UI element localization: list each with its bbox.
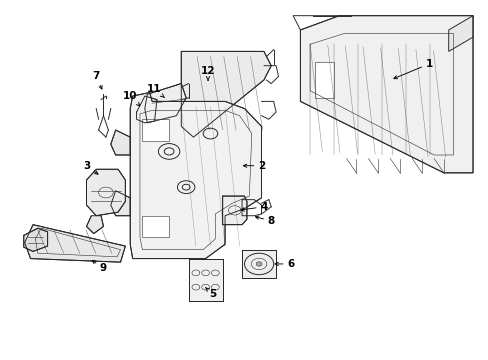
Circle shape xyxy=(182,184,190,190)
Polygon shape xyxy=(142,119,169,141)
Polygon shape xyxy=(448,16,472,51)
Polygon shape xyxy=(142,216,169,237)
Polygon shape xyxy=(144,84,186,123)
Polygon shape xyxy=(111,191,130,216)
Text: 4: 4 xyxy=(241,202,267,212)
Polygon shape xyxy=(181,51,271,137)
Text: 12: 12 xyxy=(201,66,215,80)
Polygon shape xyxy=(300,16,472,173)
Polygon shape xyxy=(25,225,125,262)
Text: 10: 10 xyxy=(123,91,140,106)
Polygon shape xyxy=(222,196,246,225)
Text: 3: 3 xyxy=(82,161,98,174)
Text: 1: 1 xyxy=(393,59,432,79)
Polygon shape xyxy=(130,93,261,258)
Text: 2: 2 xyxy=(243,161,264,171)
Text: 6: 6 xyxy=(274,259,294,269)
Circle shape xyxy=(256,262,262,266)
Polygon shape xyxy=(111,130,130,155)
Polygon shape xyxy=(314,62,334,98)
Text: 5: 5 xyxy=(205,288,216,299)
Polygon shape xyxy=(86,169,125,216)
Text: 8: 8 xyxy=(255,216,274,226)
Polygon shape xyxy=(188,258,222,301)
Circle shape xyxy=(164,148,174,155)
Polygon shape xyxy=(136,96,157,123)
Polygon shape xyxy=(24,228,47,251)
Text: 9: 9 xyxy=(92,261,107,273)
Polygon shape xyxy=(242,249,276,278)
Text: 11: 11 xyxy=(147,84,164,98)
Text: 7: 7 xyxy=(92,71,102,89)
Polygon shape xyxy=(86,216,103,234)
